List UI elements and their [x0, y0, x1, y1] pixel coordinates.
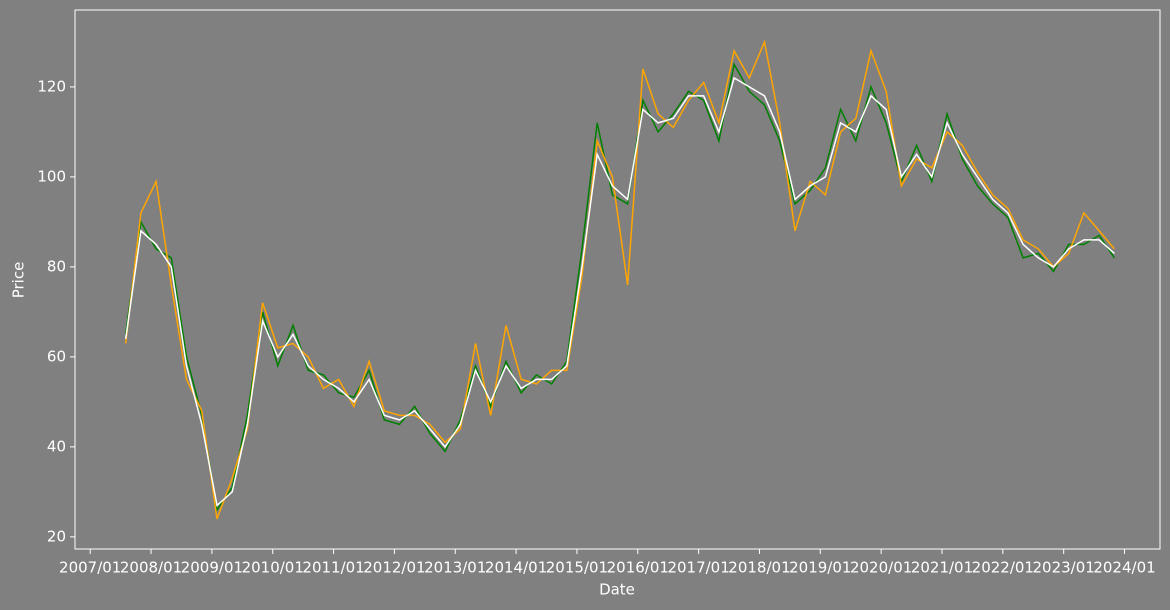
- y-tick-label: 20: [47, 527, 66, 545]
- y-tick-label: 60: [47, 347, 66, 365]
- x-tick-label: 2021/01: [911, 559, 973, 577]
- x-tick-label: 2016/01: [607, 559, 669, 577]
- y-tick-label: 80: [47, 257, 66, 275]
- y-tick-label: 40: [47, 437, 66, 455]
- y-axis-label: Price: [10, 262, 28, 299]
- x-tick-label: 2015/01: [546, 559, 608, 577]
- price-line: [124, 62, 1116, 512]
- x-tick-label: 2018/01: [728, 559, 790, 577]
- x-tick-label: 2009/01: [181, 559, 243, 577]
- x-tick-label: 2017/01: [667, 559, 729, 577]
- x-tick-label: 2012/01: [363, 559, 425, 577]
- price-line: [124, 39, 1115, 520]
- x-axis-label: Date: [599, 581, 635, 599]
- x-tick-label: 2020/01: [850, 559, 912, 577]
- x-tick-label: 2019/01: [789, 559, 851, 577]
- y-tick-label: 120: [37, 77, 66, 95]
- x-tick-label: 2011/01: [302, 559, 364, 577]
- x-tick-label: 2008/01: [120, 559, 182, 577]
- x-tick-label: 2013/01: [424, 559, 486, 577]
- price-line: [124, 76, 1115, 507]
- x-tick-label: 2014/01: [485, 559, 547, 577]
- x-tick-label: 2022/01: [972, 559, 1034, 577]
- y-tick-label: 100: [37, 167, 66, 185]
- x-tick-label: 2024/01: [1093, 559, 1155, 577]
- x-tick-label: 2007/01: [59, 559, 121, 577]
- plot-area: [74, 9, 1161, 550]
- x-tick-label: 2010/01: [242, 559, 304, 577]
- x-tick-label: 2023/01: [1033, 559, 1095, 577]
